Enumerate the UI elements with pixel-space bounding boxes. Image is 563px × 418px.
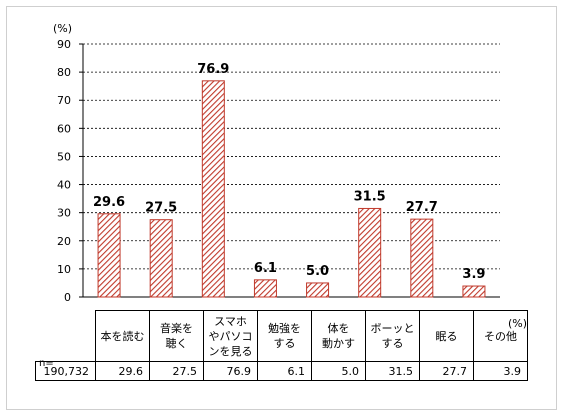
data-label: 5.0	[306, 264, 329, 279]
y-axis-unit: (%)	[53, 22, 72, 35]
table-header-cell: ボーッと する	[365, 310, 420, 362]
bar	[306, 282, 330, 298]
table-header-cell: 体を 動かす	[311, 310, 366, 362]
y-tick-label: 0	[64, 291, 71, 304]
table-header-cell: 眠る	[419, 310, 474, 362]
bar	[97, 213, 121, 298]
table-value-row: 190,732 29.6 27.5 76.9 6.1 5.0 31.5 27.7…	[35, 361, 528, 381]
bar	[358, 207, 382, 298]
data-label: 3.9	[462, 267, 485, 282]
y-tick-label: 20	[57, 235, 71, 248]
y-tick-label: 30	[57, 207, 71, 220]
data-label: 27.7	[406, 200, 438, 215]
data-label: 29.6	[93, 195, 125, 210]
table-value-cell: 76.9	[203, 361, 258, 381]
n-value: 190,732	[35, 361, 96, 381]
table-value-cell: 31.5	[365, 361, 420, 381]
table-value-cell: 27.5	[149, 361, 204, 381]
y-tick-label: 10	[57, 263, 71, 276]
table-value-cell: 6.1	[257, 361, 312, 381]
y-tick-label: 60	[57, 122, 71, 135]
bar	[410, 218, 434, 298]
table-header-cell: 本を読む	[95, 310, 150, 362]
data-label: 6.1	[254, 261, 277, 276]
table-value-cell: 27.7	[419, 361, 474, 381]
table-value-cell: 29.6	[95, 361, 150, 381]
bar	[462, 285, 486, 298]
bar	[253, 279, 277, 298]
table-header-cell: スマホ やパソコ ンを見る	[203, 310, 258, 362]
data-label: 27.5	[145, 201, 177, 216]
data-table: 本を読む 音楽を 聴く スマホ やパソコ ンを見る 勉強を する 体を 動かす …	[35, 310, 528, 381]
bar	[201, 80, 225, 298]
y-tick-label: 80	[57, 66, 71, 79]
table-header-row: 本を読む 音楽を 聴く スマホ やパソコ ンを見る 勉強を する 体を 動かす …	[36, 310, 528, 362]
bar	[149, 219, 173, 298]
data-label: 76.9	[197, 62, 229, 77]
table-header-cell: 勉強を する	[257, 310, 312, 362]
data-label: 31.5	[354, 189, 386, 204]
table-header-cell: 音楽を 聴く	[149, 310, 204, 362]
table-value-cell: 5.0	[311, 361, 366, 381]
y-tick-label: 90	[57, 38, 71, 51]
y-tick-label: 70	[57, 94, 71, 107]
table-header-cell: その他	[473, 310, 528, 362]
y-tick-label: 50	[57, 150, 71, 163]
table-value-cell: 3.9	[473, 361, 528, 381]
table-corner	[36, 311, 96, 362]
y-tick-label: 40	[57, 179, 71, 192]
